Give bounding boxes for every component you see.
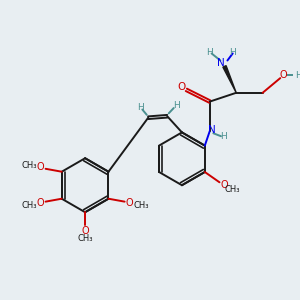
Text: H: H <box>206 48 213 57</box>
Text: O: O <box>280 70 288 80</box>
Text: O: O <box>126 198 134 208</box>
Text: H: H <box>220 132 226 141</box>
Text: N: N <box>208 125 216 135</box>
Text: O: O <box>220 180 228 190</box>
Text: CH₃: CH₃ <box>77 234 93 243</box>
Text: CH₃: CH₃ <box>133 201 148 210</box>
Text: CH₃: CH₃ <box>22 201 37 210</box>
Text: H: H <box>229 48 236 57</box>
Text: CH₃: CH₃ <box>225 185 240 194</box>
Polygon shape <box>223 66 236 93</box>
Text: N: N <box>217 58 225 68</box>
Text: H: H <box>173 101 179 110</box>
Text: O: O <box>177 82 185 92</box>
Text: H: H <box>137 103 144 112</box>
Text: O: O <box>81 226 89 236</box>
Text: O: O <box>37 198 44 208</box>
Text: O: O <box>37 162 44 172</box>
Text: CH₃: CH₃ <box>22 161 37 170</box>
Text: H: H <box>295 71 300 80</box>
